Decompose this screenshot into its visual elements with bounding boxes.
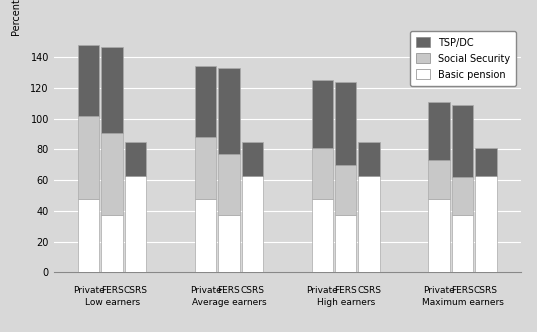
Bar — [429, 102, 450, 160]
Bar — [311, 199, 333, 272]
Text: High earners: High earners — [317, 298, 375, 307]
Bar — [429, 160, 450, 199]
Text: FERS: FERS — [101, 286, 124, 295]
Bar — [218, 68, 240, 154]
Bar — [195, 137, 216, 199]
Bar — [335, 82, 357, 165]
Bar — [218, 215, 240, 272]
Text: Private: Private — [307, 286, 338, 295]
Bar — [242, 142, 263, 176]
Bar — [452, 105, 473, 177]
Bar — [311, 80, 333, 148]
Text: Private: Private — [190, 286, 221, 295]
Bar — [358, 142, 380, 176]
Bar — [311, 148, 333, 199]
Bar — [101, 215, 123, 272]
Bar — [125, 176, 146, 272]
Bar — [452, 177, 473, 215]
Text: CSRS: CSRS — [357, 286, 381, 295]
Bar — [429, 199, 450, 272]
Bar — [78, 199, 99, 272]
Text: FERS: FERS — [451, 286, 474, 295]
Text: Private: Private — [423, 286, 455, 295]
Bar — [101, 132, 123, 215]
Y-axis label: Percent: Percent — [11, 0, 21, 35]
Text: Low earners: Low earners — [84, 298, 140, 307]
Bar — [358, 176, 380, 272]
Bar — [475, 176, 497, 272]
Legend: TSP/DC, Social Security, Basic pension: TSP/DC, Social Security, Basic pension — [410, 32, 516, 86]
Text: CSRS: CSRS — [240, 286, 264, 295]
Text: Private: Private — [73, 286, 105, 295]
Text: Maximum earners: Maximum earners — [422, 298, 503, 307]
Bar — [335, 165, 357, 215]
Text: FERS: FERS — [335, 286, 357, 295]
Bar — [218, 154, 240, 215]
Text: CSRS: CSRS — [474, 286, 498, 295]
Text: Average earners: Average earners — [192, 298, 266, 307]
Text: CSRS: CSRS — [124, 286, 148, 295]
Bar — [475, 148, 497, 176]
Bar — [242, 176, 263, 272]
Bar — [452, 215, 473, 272]
Bar — [101, 46, 123, 132]
Bar — [335, 215, 357, 272]
Bar — [78, 116, 99, 199]
Bar — [78, 45, 99, 116]
Bar — [195, 66, 216, 137]
Text: FERS: FERS — [217, 286, 240, 295]
Bar — [125, 142, 146, 176]
Bar — [195, 199, 216, 272]
